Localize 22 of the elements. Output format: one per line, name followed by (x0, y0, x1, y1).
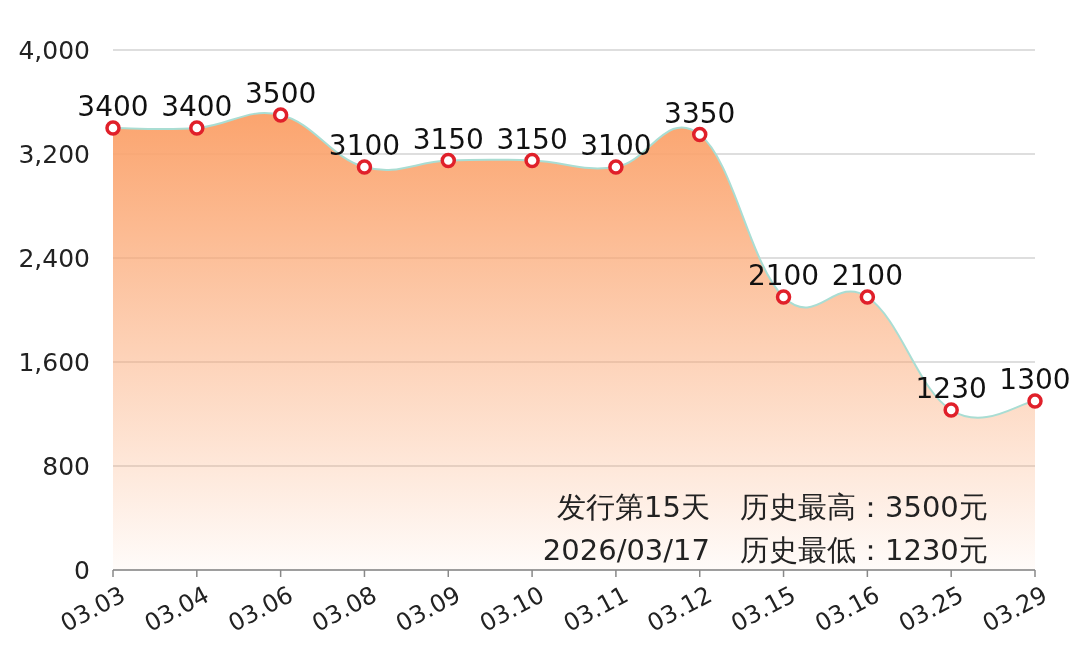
annotation: 历史最低：1230元 (740, 533, 988, 567)
data-label: 3350 (664, 96, 736, 130)
data-label: 3100 (580, 129, 652, 162)
data-label: 3100 (328, 129, 401, 162)
data-label: 2100 (831, 259, 903, 292)
data-label: 3400 (77, 90, 149, 123)
y-tick-label: 4,000 (18, 36, 90, 65)
data-label: 3150 (412, 122, 484, 156)
annotation: 发行第15天 (557, 490, 710, 524)
data-label: 2100 (747, 259, 820, 292)
data-label: 3500 (245, 77, 317, 110)
y-tick-label: 800 (42, 452, 90, 481)
annotation: 历史最高：3500元 (740, 490, 988, 524)
y-tick-label: 3,200 (18, 140, 90, 169)
y-tick-label: 2,400 (18, 244, 90, 273)
annotation: 2026/03/17 (542, 533, 710, 567)
data-label: 3400 (161, 90, 233, 123)
data-label: 3150 (496, 122, 568, 156)
data-label: 1230 (915, 372, 987, 406)
y-tick-label: 0 (74, 556, 90, 585)
y-tick-label: 1,600 (18, 348, 90, 377)
data-label: 1300 (999, 363, 1071, 396)
